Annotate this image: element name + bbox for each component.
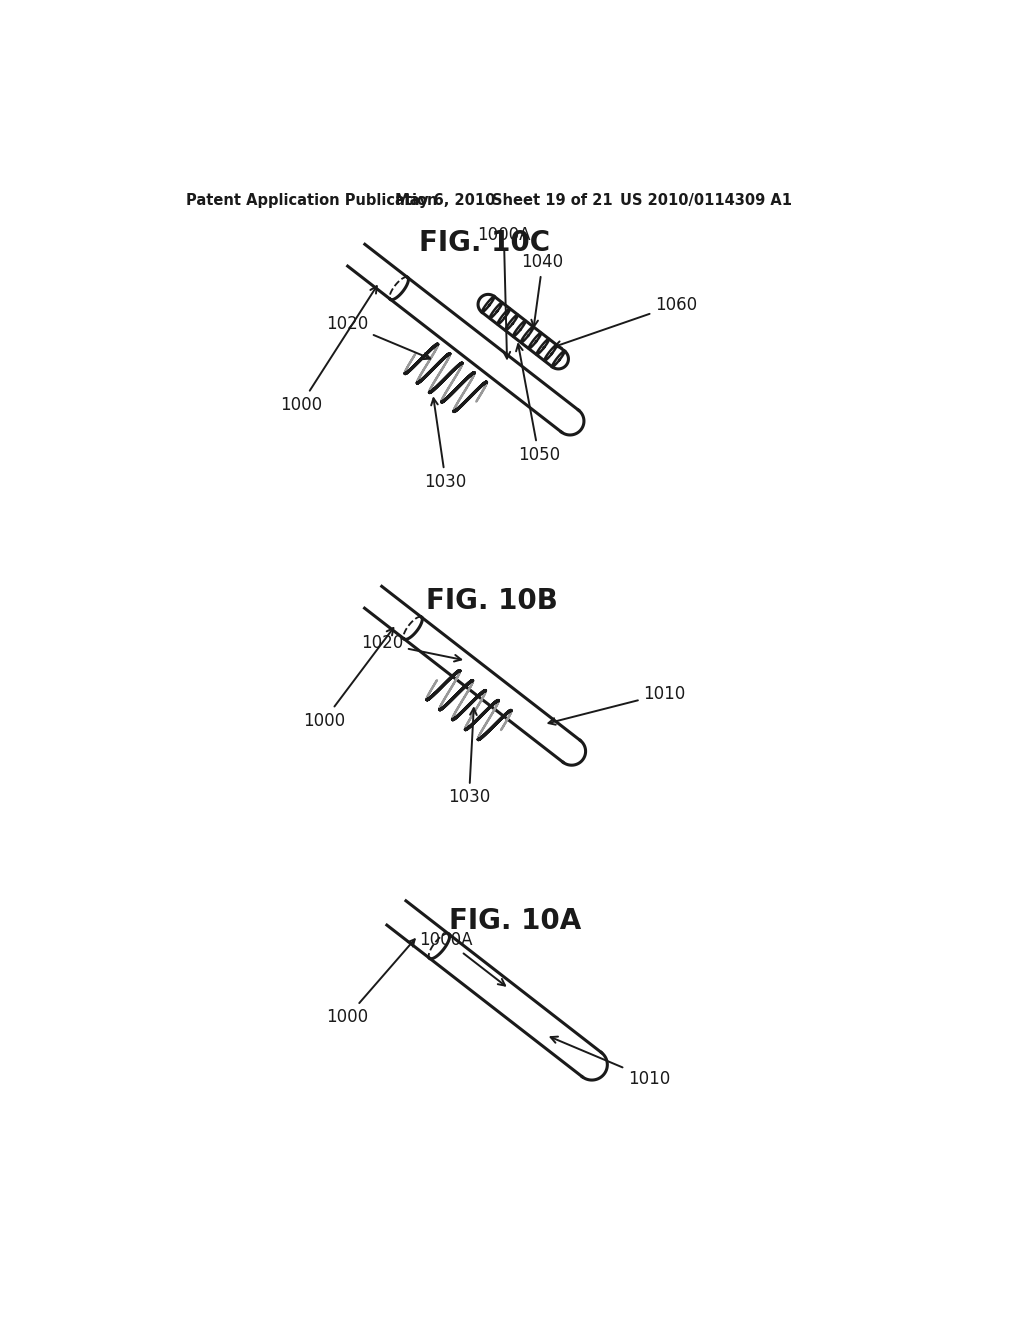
- Text: FIG. 10C: FIG. 10C: [419, 230, 550, 257]
- Text: 1050: 1050: [516, 345, 560, 463]
- Text: 1000A: 1000A: [477, 227, 530, 359]
- Text: 1060: 1060: [554, 296, 697, 347]
- Text: 1000: 1000: [326, 940, 415, 1026]
- Text: 1010: 1010: [551, 1036, 670, 1088]
- Text: FIG. 10A: FIG. 10A: [450, 907, 582, 935]
- Text: 1000A: 1000A: [420, 931, 505, 986]
- Text: 1040: 1040: [521, 253, 563, 327]
- Text: US 2010/0114309 A1: US 2010/0114309 A1: [621, 193, 793, 209]
- Text: 1030: 1030: [425, 399, 467, 491]
- Text: 1020: 1020: [360, 635, 461, 661]
- Text: 1030: 1030: [447, 709, 490, 807]
- Text: 1010: 1010: [549, 685, 686, 725]
- Text: May 6, 2010: May 6, 2010: [395, 193, 496, 209]
- Text: 1000: 1000: [280, 286, 377, 413]
- Text: 1000: 1000: [303, 628, 393, 730]
- Text: FIG. 10B: FIG. 10B: [426, 587, 558, 615]
- Text: 1020: 1020: [326, 315, 430, 359]
- Text: Sheet 19 of 21: Sheet 19 of 21: [493, 193, 613, 209]
- Text: Patent Application Publication: Patent Application Publication: [186, 193, 437, 209]
